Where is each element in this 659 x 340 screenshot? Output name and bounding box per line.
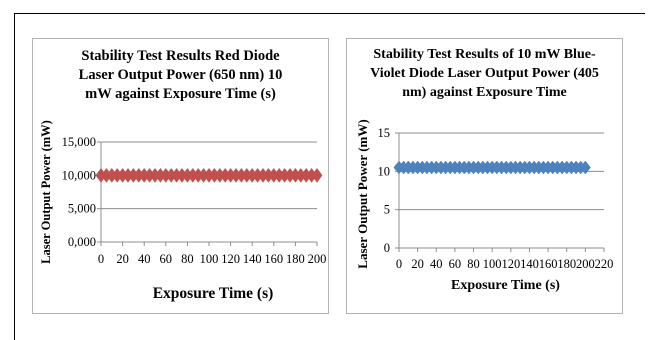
x-tick-label: 120 [221,252,240,266]
x-tick-label: 160 [539,257,558,271]
y-tick-label: 5 [384,203,390,217]
x-tick-label: 100 [200,252,219,266]
frame-left-line [14,13,15,340]
y-tick-label: 0 [384,241,390,255]
y-tick-label: 10 [378,164,391,178]
x-tick-label: 20 [116,252,129,266]
x-axis-label: Exposure Time (s) [153,285,274,302]
x-tick-label: 60 [160,252,173,266]
x-tick-label: 200 [576,257,595,271]
y-tick-label: 15 [378,126,391,140]
y-tick-label: 10,000 [62,168,96,182]
chart-panel-red-laser: Stability Test Results Red Diode Laser O… [32,38,329,314]
data-point [579,160,591,175]
chart-panel-blue-violet-laser: Stability Test Results of 10 mW Blue- Vi… [346,38,623,314]
x-tick-label: 100 [483,257,502,271]
x-tick-label: 140 [520,257,539,271]
y-tick-label: 15,000 [62,135,96,149]
x-tick-label: 180 [557,257,576,271]
chart-plot-blue-violet-laser: 0 5 10 15 0 20 40 60 80 100 120 140 160 180 200 220 Expo… [355,119,614,293]
data-point [311,167,323,183]
x-tick-label: 40 [430,257,443,271]
x-tick-label: 200 [308,252,327,266]
y-tick-label: 5,000 [68,202,96,216]
y-axis-label: Laser Output Power (mW) [355,119,370,268]
x-tick-label: 220 [595,257,614,271]
x-tick-label: 0 [98,252,104,266]
x-tick-label: 20 [411,257,424,271]
x-tick-label: 60 [449,257,462,271]
chart-title: Stability Test Results of 10 mW Blue- Vi… [370,47,599,100]
chart-title: Stability Test Results Red Diode Laser O… [78,48,283,102]
x-tick-label: 180 [286,252,305,266]
x-tick-label: 120 [501,257,520,271]
x-tick-label: 40 [138,252,151,266]
x-axis-label: Exposure Time (s) [451,278,560,293]
x-tick-label: 80 [181,252,194,266]
chart-plot-red-laser: 0,000 5,000 10,000 15,000 0 20 40 60 80 100 120 140… [39,120,327,302]
x-tick-label: 80 [467,257,480,271]
frame-top-line [14,13,645,14]
y-tick-label: 0,000 [68,235,96,249]
x-tick-label: 0 [396,257,402,271]
x-tick-label: 140 [243,252,262,266]
x-tick-label: 160 [264,252,283,266]
y-axis-label: Laser Output Power (mW) [39,120,53,264]
